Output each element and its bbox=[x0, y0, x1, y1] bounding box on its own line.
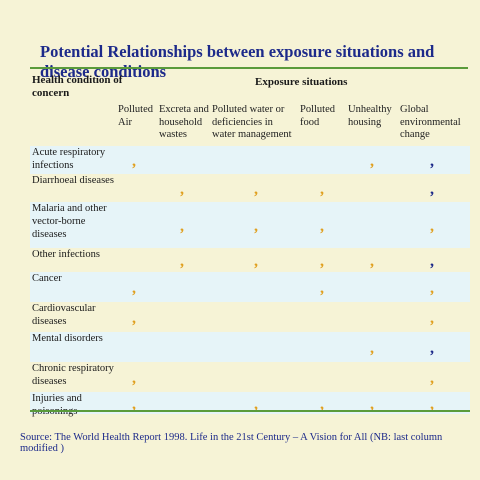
row-label: Diarrhoeal diseases bbox=[32, 175, 114, 186]
relationship-mark: , bbox=[180, 253, 184, 270]
row-label: Injuries and poisonings bbox=[32, 393, 82, 417]
relationship-mark: , bbox=[430, 310, 434, 327]
relationship-mark: , bbox=[370, 253, 374, 270]
row-label: Malaria and other vector-borne diseases bbox=[32, 203, 107, 240]
relationship-mark: , bbox=[254, 218, 258, 235]
relationship-mark: , bbox=[320, 396, 324, 413]
relationship-mark: , bbox=[180, 218, 184, 235]
relationship-mark: , bbox=[370, 340, 374, 357]
relationship-mark: , bbox=[430, 396, 434, 413]
relationship-mark: , bbox=[132, 153, 136, 170]
relationship-mark: , bbox=[430, 340, 434, 357]
relationship-mark: , bbox=[370, 396, 374, 413]
relationship-mark: , bbox=[254, 396, 258, 413]
column-header-excreta: Excreta and household wastes bbox=[159, 104, 209, 140]
row-label: Acute respiratory infections bbox=[32, 147, 106, 171]
row-label: Chronic respiratory diseases bbox=[32, 363, 114, 387]
relationship-mark: , bbox=[254, 253, 258, 270]
source-note: Source: The World Health Report 1998. Li… bbox=[20, 432, 443, 454]
column-header-polluted-air: Polluted Air bbox=[118, 104, 154, 128]
table-row: Diarrhoeal diseases,,,, bbox=[30, 174, 470, 202]
relationship-mark: , bbox=[430, 370, 434, 387]
relationship-mark: , bbox=[430, 218, 434, 235]
relationship-mark: , bbox=[430, 181, 434, 198]
bottom-divider bbox=[30, 410, 470, 412]
relationship-mark: , bbox=[430, 253, 434, 270]
column-header-unhealthy-housing: Unhealthy housing bbox=[348, 104, 392, 128]
relationship-mark: , bbox=[430, 153, 434, 170]
row-label: Cardiovascular diseases bbox=[32, 303, 96, 327]
table-row: Cardiovascular diseases,, bbox=[30, 302, 470, 332]
column-header-global-change: Global environmental change bbox=[400, 104, 461, 140]
relationship-mark: , bbox=[132, 310, 136, 327]
column-header-polluted-food: Polluted food bbox=[300, 104, 336, 128]
relationship-mark: , bbox=[132, 396, 136, 413]
table-row: Mental disorders,, bbox=[30, 332, 470, 362]
row-label: Mental disorders bbox=[32, 333, 103, 344]
relationship-mark: , bbox=[370, 153, 374, 170]
row-label: Cancer bbox=[32, 273, 62, 284]
title-divider bbox=[30, 67, 468, 69]
row-label: Other infections bbox=[32, 249, 100, 260]
relationship-mark: , bbox=[180, 181, 184, 198]
relationship-mark: , bbox=[320, 253, 324, 270]
relationship-mark: , bbox=[132, 370, 136, 387]
slide-title: Potential Relationships between exposure… bbox=[40, 42, 435, 81]
exposure-situations-header: Exposure situations bbox=[255, 76, 348, 88]
table-row: Cancer,,, bbox=[30, 272, 470, 302]
relationship-mark: , bbox=[320, 218, 324, 235]
table-row: Acute respiratory infections,,, bbox=[30, 146, 470, 174]
table-row: Malaria and other vector-borne diseases,… bbox=[30, 202, 470, 248]
relationship-mark: , bbox=[320, 181, 324, 198]
table-row: Chronic respiratory diseases,, bbox=[30, 362, 470, 392]
relationship-mark: , bbox=[254, 181, 258, 198]
health-condition-header: Health condition of concern bbox=[32, 74, 123, 99]
relationship-mark: , bbox=[430, 280, 434, 297]
relationship-mark: , bbox=[320, 280, 324, 297]
relationship-mark: , bbox=[132, 280, 136, 297]
column-header-polluted-water: Polluted water or deficiencies in water … bbox=[212, 104, 292, 140]
table-row: Other infections,,,,, bbox=[30, 248, 470, 272]
